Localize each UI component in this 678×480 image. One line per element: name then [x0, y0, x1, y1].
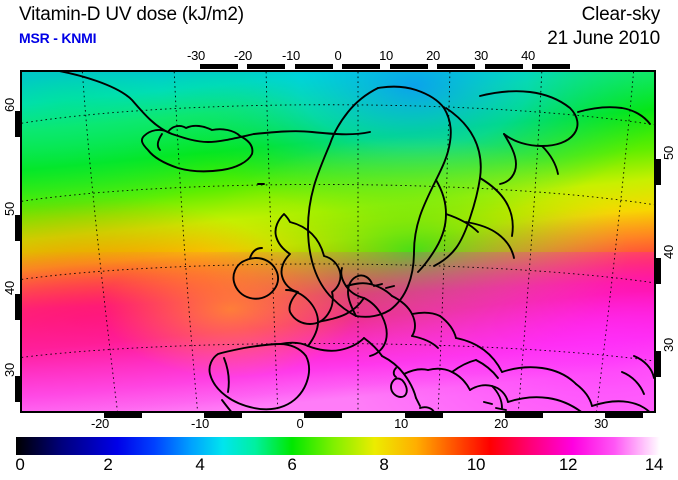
- axis-label-top-0: 0: [334, 48, 342, 63]
- tick-right-40: [656, 258, 661, 284]
- axis-label-top--10: -10: [282, 48, 300, 63]
- axis-label-top--30: -30: [187, 48, 205, 63]
- tick-bottom-10: [405, 413, 443, 418]
- tick-top-20: [437, 64, 475, 69]
- axis-label-left-40: 40: [2, 281, 17, 295]
- axis-label-top-20: 20: [426, 48, 440, 63]
- colorbar-tick-14: 14: [644, 455, 664, 474]
- colorbar-tick-12: 12: [558, 455, 578, 474]
- axis-label-right-30: 30: [661, 338, 676, 352]
- colorbar: [16, 437, 660, 455]
- axis-label-top--20: -20: [234, 48, 252, 63]
- uv-dose-heatmap: [22, 72, 654, 411]
- tick-left-50: [15, 215, 20, 241]
- axis-label-top-30: 30: [474, 48, 488, 63]
- axis-label-bottom-20: 20: [494, 416, 508, 431]
- graticule-lines: [22, 72, 654, 411]
- tick-bottom-30: [605, 413, 643, 418]
- tick-top--20: [247, 64, 285, 69]
- tick-left-40: [15, 294, 20, 320]
- data-source-label: MSR - KNMI: [19, 30, 97, 46]
- colorbar-tick-10: 10: [466, 455, 486, 474]
- axis-label-top-10: 10: [379, 48, 393, 63]
- tick-bottom--20: [104, 413, 142, 418]
- tick-left-30: [15, 376, 20, 402]
- colorbar-tick-0: 0: [15, 455, 25, 474]
- colorbar-tick-4: 4: [195, 455, 205, 474]
- axis-label-bottom--10: -10: [191, 416, 209, 431]
- axis-label-bottom-0: 0: [296, 416, 304, 431]
- tick-top-30: [485, 64, 523, 69]
- axis-label-left-60: 60: [2, 98, 17, 112]
- axis-label-bottom--20: -20: [91, 416, 109, 431]
- coastlines: [59, 72, 654, 411]
- axis-label-left-50: 50: [2, 202, 17, 216]
- tick-top-40: [532, 64, 570, 69]
- map-plot-area: [20, 70, 656, 413]
- axis-label-right-50: 50: [661, 146, 676, 160]
- axis-label-left-30: 30: [2, 363, 17, 377]
- axis-label-right-40: 40: [661, 245, 676, 259]
- colorbar-tick-8: 8: [379, 455, 389, 474]
- colorbar-tick-labels: 0 2 4 6 8 10 12 14: [15, 455, 664, 479]
- tick-top--10: [295, 64, 333, 69]
- tick-top-10: [390, 64, 428, 69]
- tick-bottom-0: [304, 413, 342, 418]
- colorbar-gradient: [16, 437, 660, 455]
- axis-label-bottom-10: 10: [394, 416, 408, 431]
- page-title: Vitamin-D UV dose (kJ/m2): [19, 4, 244, 25]
- colorbar-tick-6: 6: [287, 455, 297, 474]
- tick-right-50: [656, 159, 661, 185]
- axis-label-top-40: 40: [521, 48, 535, 63]
- observation-date-label: 21 June 2010: [547, 28, 660, 49]
- axis-label-bottom-30: 30: [594, 416, 608, 431]
- tick-bottom-20: [505, 413, 543, 418]
- tick-top-0: [342, 64, 380, 69]
- tick-bottom--10: [204, 413, 242, 418]
- tick-right-30: [656, 351, 661, 377]
- tick-top--30: [200, 64, 238, 69]
- tick-left-60: [15, 111, 20, 137]
- sky-condition-label: Clear-sky: [581, 4, 661, 25]
- colorbar-tick-2: 2: [103, 455, 113, 474]
